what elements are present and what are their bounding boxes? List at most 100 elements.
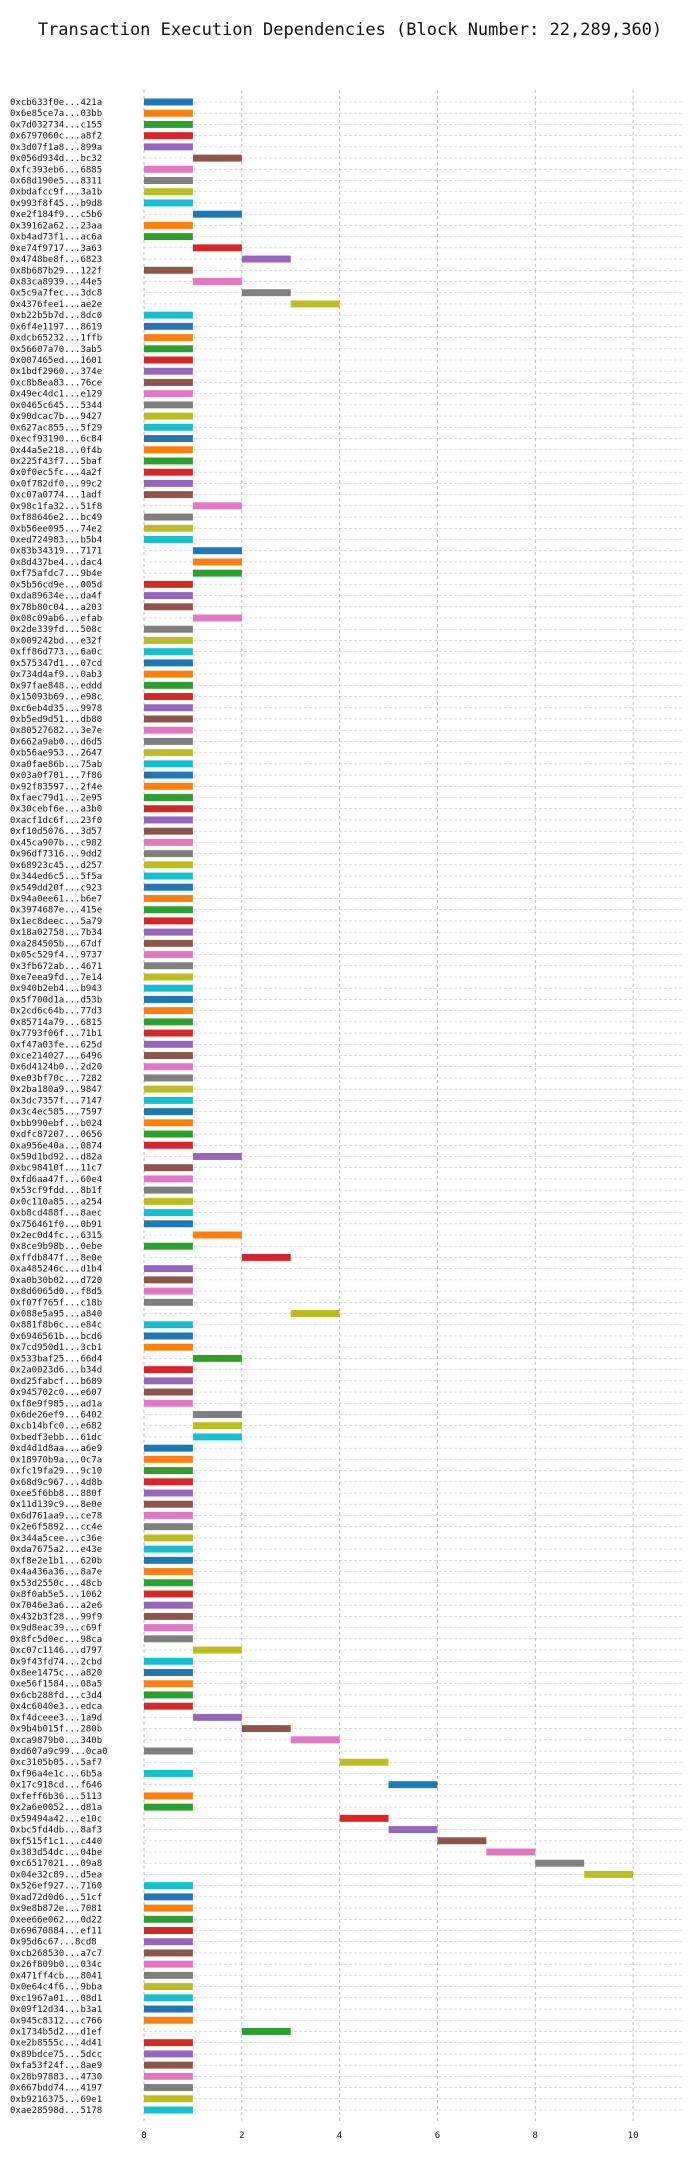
dependency-bar — [144, 1220, 193, 1228]
dependency-bar — [144, 894, 193, 902]
y-tick-label: 0x6e85ce7a...03bb — [10, 109, 102, 119]
dependency-bar — [144, 794, 193, 801]
dependency-bar — [144, 1287, 193, 1295]
dependency-bar — [144, 771, 193, 779]
y-tick-label: 0xbdafcc9f...3a1b — [10, 188, 102, 198]
dependency-bar — [144, 1691, 193, 1699]
dependency-bar — [144, 648, 193, 656]
y-tick-label: 0x94a0ee61...b6e7 — [10, 894, 102, 904]
dependency-bar — [144, 1960, 193, 1968]
y-tick-label: 0x4748be8f...6823 — [10, 255, 102, 265]
y-tick-label: 0xe74f9717...3a63 — [10, 244, 102, 254]
dependency-bar — [144, 737, 193, 745]
y-tick-label: 0x993f8f45...b9d8 — [10, 199, 102, 209]
dependency-bar — [144, 1803, 193, 1811]
dependency-bar — [192, 210, 242, 218]
dependency-bar — [144, 1938, 193, 1946]
dependency-bar — [144, 1994, 193, 2002]
y-tick-label: 0x8f0ab5e5...1062 — [10, 1590, 102, 1600]
y-tick-label: 0xda89634e...da4f — [10, 592, 102, 602]
y-tick-label: 0x0f782df0...99c2 — [10, 479, 102, 489]
y-tick-label: 0xa0fae86b...75ab — [10, 760, 102, 770]
y-tick-label: 0x6797060c...a8f2 — [10, 132, 102, 142]
y-tick-label: 0x9b4b015f...280b — [10, 1725, 102, 1735]
dependency-bar — [144, 334, 193, 342]
y-tick-label: 0x15093b69...e98c — [10, 693, 102, 703]
dependency-bar — [144, 1276, 193, 1284]
dependency-bar — [339, 1814, 389, 1822]
dependency-bar — [144, 1141, 193, 1149]
y-tick-label: 0xf47a03fe...625d — [10, 1040, 102, 1050]
y-tick-label: 0x1734b5d2...d1ef — [10, 2027, 102, 2037]
y-tick-label: 0x56607a70...3ab5 — [10, 345, 102, 355]
y-tick-label: 0x3c4ec585...7597 — [10, 1108, 102, 1118]
y-tick-label: 0x344ed6c5...5f5a — [10, 872, 102, 882]
dependency-bar — [144, 1624, 193, 1632]
dependency-bar — [144, 1242, 193, 1250]
y-tick-label: 0x49ec4dc1...e129 — [10, 390, 102, 400]
y-tick-label: 0x945702c0...e607 — [10, 1388, 102, 1398]
dependency-bar — [144, 1467, 193, 1475]
y-tick-label: 0x6946561b...bcd6 — [10, 1332, 102, 1342]
dependency-bar — [339, 1758, 389, 1766]
y-tick-label: 0x39162a62...23aa — [10, 221, 102, 231]
y-tick-label: 0x0c110a85...a254 — [10, 1197, 102, 1207]
y-tick-label: 0x83b34319...7171 — [10, 547, 102, 557]
y-tick-label: 0x8ce9b98b...0ebe — [10, 1242, 102, 1252]
dependency-bar — [144, 1444, 193, 1452]
y-tick-label: 0x3dc7357f...7147 — [10, 1096, 102, 1106]
y-tick-label: 0x2ec0d4fc...6315 — [10, 1231, 102, 1241]
y-tick-label: 0x471ff4cb...8041 — [10, 1971, 102, 1981]
dependency-bar — [144, 603, 193, 611]
dependency-bar — [144, 693, 193, 701]
dependency-bar — [192, 154, 242, 162]
dependency-bar — [144, 1523, 193, 1531]
y-tick-label: 0x59d1bd92...d82a — [10, 1152, 102, 1162]
y-tick-label: 0xf07f765f...c18b — [10, 1298, 102, 1308]
y-tick-label: 0xf515f1c1...c440 — [10, 1837, 102, 1847]
dependency-bar — [144, 1298, 193, 1306]
dependency-bar — [144, 1343, 193, 1351]
dependency-bar — [144, 266, 193, 274]
y-tick-label: 0x4c6040e3...edca — [10, 1702, 102, 1712]
y-tick-labels: 0xcb633f0e...421a0x6e85ce7a...03bb0x7d03… — [10, 98, 108, 2116]
y-tick-label: 0xb4ad73f1...ac6a — [10, 233, 102, 243]
y-tick-label: 0xcb14bfc0...e682 — [10, 1422, 102, 1432]
dependency-bar — [144, 1556, 193, 1564]
dependency-bar — [144, 726, 193, 734]
dependency-bar — [144, 1590, 193, 1598]
y-tick-label: 0xc8b8ea83...76ce — [10, 378, 102, 388]
dependency-bar — [144, 2005, 193, 2013]
dependency-bar — [144, 1040, 193, 1048]
dependency-bar — [144, 1366, 193, 1374]
dependency-bar — [144, 1949, 193, 1957]
bars — [144, 98, 634, 2114]
y-tick-label: 0x11d139c9...8e0e — [10, 1500, 102, 1510]
dependency-bar — [144, 1635, 193, 1643]
dependency-bar — [144, 1579, 193, 1587]
dependency-bar — [144, 2072, 193, 2080]
y-tick-label: 0x7793f06f...71b1 — [10, 1029, 102, 1039]
y-tick-label: 0x344a5cee...c36e — [10, 1534, 102, 1544]
y-tick-label: 0x9f43fd74...2cbd — [10, 1657, 102, 1667]
dependency-bar — [144, 1657, 193, 1665]
y-tick-label: 0x78b80c04...a203 — [10, 603, 102, 613]
dependency-bar — [144, 984, 193, 992]
dependency-bar — [144, 491, 193, 499]
y-tick-label: 0xa284505b...67df — [10, 939, 102, 949]
y-tick-label: 0xda7675a2...e43e — [10, 1545, 102, 1555]
y-tick-label: 0x2e6f5892...cc4e — [10, 1523, 102, 1533]
dependency-bar — [388, 1826, 438, 1834]
y-tick-label: 0x549dd20f...c923 — [10, 883, 102, 893]
dependency-bar — [144, 1568, 193, 1576]
dependency-bar — [144, 1186, 193, 1194]
y-tick-label: 0x009242bd...e32f — [10, 636, 102, 646]
dependency-bar — [144, 1478, 193, 1486]
y-tick-label: 0x056d934d...bc32 — [10, 154, 102, 164]
dependency-bar — [192, 1411, 242, 1418]
dependency-bar — [144, 1007, 193, 1015]
y-tick-label: 0xad72d0d6...51cf — [10, 1893, 102, 1903]
dependency-bar — [144, 1545, 193, 1553]
y-tick-label: 0xb5ed9d51...db80 — [10, 715, 102, 725]
y-tick-label: 0x1bdf2960...374e — [10, 367, 102, 377]
